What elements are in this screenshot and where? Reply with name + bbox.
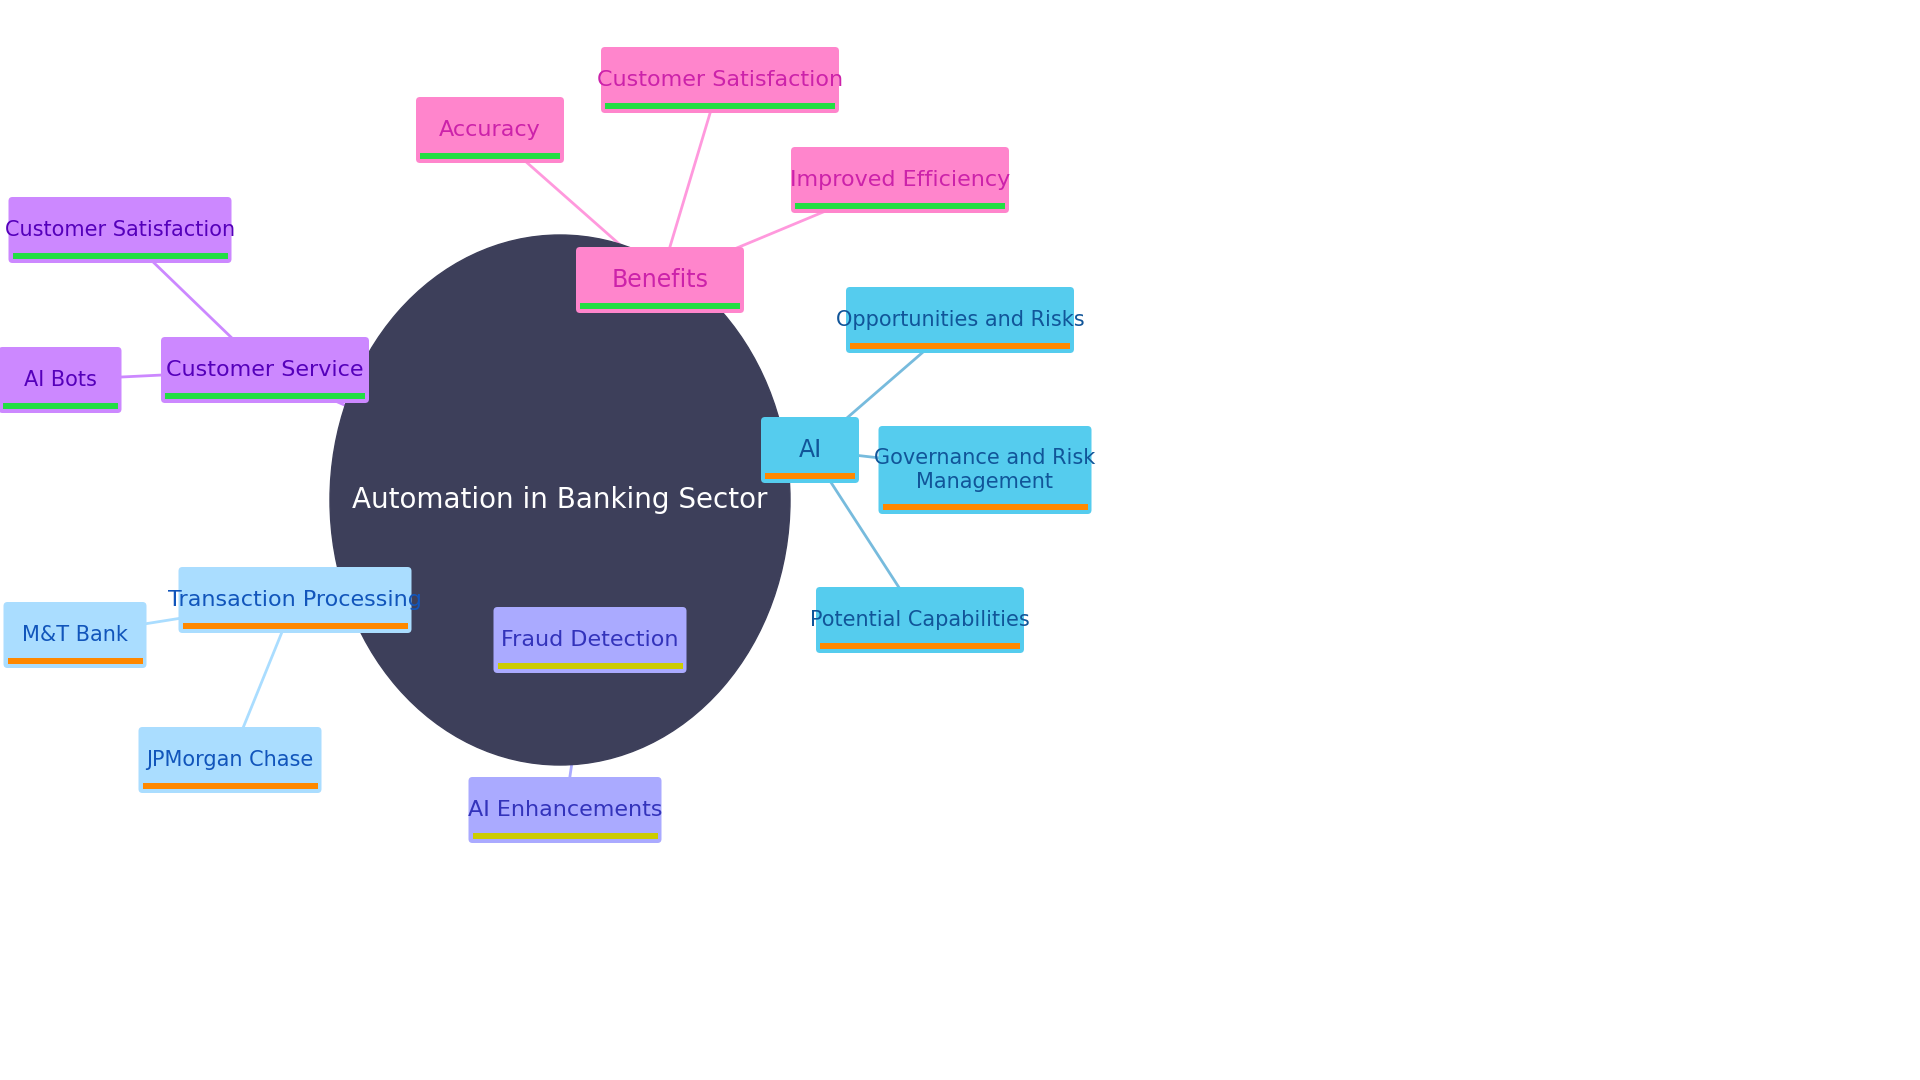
Text: Transaction Processing: Transaction Processing <box>169 590 422 610</box>
Bar <box>883 504 1087 510</box>
Bar <box>580 303 739 309</box>
Bar <box>8 658 142 664</box>
Bar <box>851 343 1069 349</box>
Text: Accuracy: Accuracy <box>440 120 541 140</box>
FancyBboxPatch shape <box>4 602 146 669</box>
Text: Benefits: Benefits <box>611 268 708 292</box>
Bar <box>182 623 407 629</box>
Ellipse shape <box>330 235 789 765</box>
FancyBboxPatch shape <box>468 777 662 843</box>
FancyBboxPatch shape <box>8 197 232 264</box>
Bar <box>165 393 365 399</box>
Bar <box>420 153 561 159</box>
Text: AI Enhancements: AI Enhancements <box>468 800 662 820</box>
FancyBboxPatch shape <box>760 417 858 483</box>
Bar <box>13 253 227 259</box>
Bar <box>605 103 835 109</box>
FancyBboxPatch shape <box>0 347 121 413</box>
Text: Fraud Detection: Fraud Detection <box>501 630 680 650</box>
Text: M&T Bank: M&T Bank <box>21 625 129 645</box>
Bar <box>820 643 1020 649</box>
FancyBboxPatch shape <box>847 287 1073 353</box>
Text: Customer Satisfaction: Customer Satisfaction <box>6 220 234 240</box>
Bar <box>2 403 117 409</box>
Text: Governance and Risk
Management: Governance and Risk Management <box>874 448 1096 491</box>
FancyBboxPatch shape <box>576 247 745 313</box>
FancyBboxPatch shape <box>161 337 369 403</box>
FancyBboxPatch shape <box>791 147 1010 213</box>
Bar <box>472 833 657 839</box>
Text: Automation in Banking Sector: Automation in Banking Sector <box>351 486 768 514</box>
Text: Customer Satisfaction: Customer Satisfaction <box>597 70 843 90</box>
FancyBboxPatch shape <box>138 727 321 793</box>
Text: JPMorgan Chase: JPMorgan Chase <box>146 750 313 770</box>
FancyBboxPatch shape <box>179 567 411 633</box>
FancyBboxPatch shape <box>816 588 1023 653</box>
FancyBboxPatch shape <box>879 426 1091 514</box>
Text: Opportunities and Risks: Opportunities and Risks <box>835 310 1085 330</box>
Text: AI: AI <box>799 438 822 462</box>
Bar <box>795 203 1004 210</box>
FancyBboxPatch shape <box>601 48 839 113</box>
Text: AI Bots: AI Bots <box>23 370 96 390</box>
FancyBboxPatch shape <box>493 607 687 673</box>
Text: Customer Service: Customer Service <box>167 360 363 380</box>
Bar <box>764 473 854 480</box>
Text: Potential Capabilities: Potential Capabilities <box>810 610 1029 630</box>
FancyBboxPatch shape <box>417 97 564 163</box>
Bar <box>142 783 317 789</box>
Bar <box>497 663 682 669</box>
Text: Improved Efficiency: Improved Efficiency <box>789 170 1010 190</box>
